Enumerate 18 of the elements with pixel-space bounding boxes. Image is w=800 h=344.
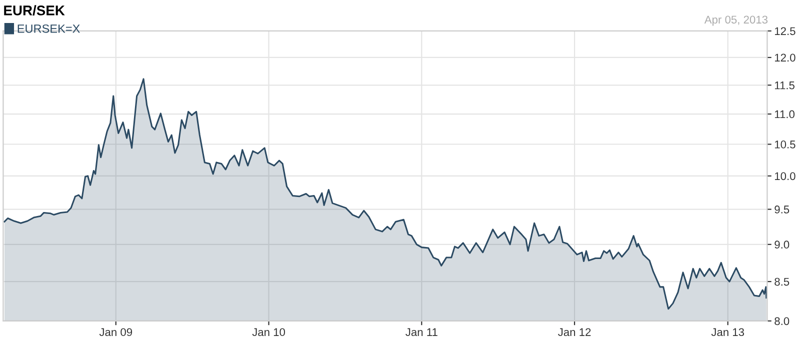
y-tick-label: 12.0	[774, 54, 796, 62]
y-tick-label: 9.0	[774, 240, 790, 249]
y-tick-label: 8.5	[774, 278, 790, 286]
x-tick-label: Jan 13	[711, 328, 744, 336]
x-tick-label: Jan 11	[406, 328, 438, 336]
chart-title: EUR/SEK	[4, 5, 65, 16]
x-tick-label: Jan 10	[252, 328, 286, 336]
legend-label: EURSEK=X	[18, 24, 80, 33]
y-tick-label: 10.5	[774, 140, 796, 148]
y-tick-label: 10.0	[774, 172, 796, 180]
y-tick-label: 11.5	[774, 82, 794, 90]
x-tick-label: Jan 12	[558, 328, 591, 336]
x-tick-label: Jan 09	[99, 328, 132, 336]
y-tick-label: 12.5	[774, 27, 796, 36]
y-tick-label: 8.0	[774, 317, 790, 326]
y-tick-label: 9.5	[774, 206, 790, 214]
y-tick-label: 11.0	[774, 110, 795, 118]
text: Apr 05, 2013	[704, 16, 768, 26]
